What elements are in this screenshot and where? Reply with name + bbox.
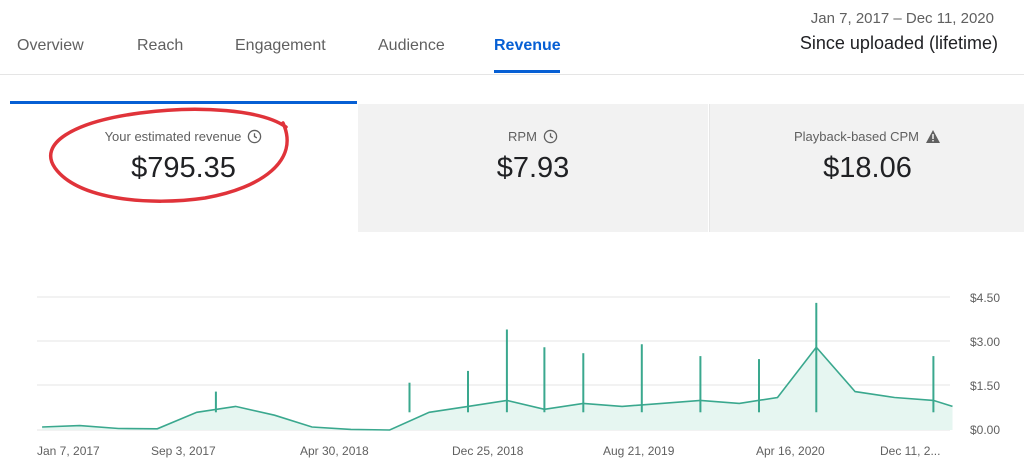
metric-label: Your estimated revenue — [104, 129, 242, 144]
tab-overview[interactable]: Overview — [17, 37, 84, 54]
red-circle-annotation — [48, 107, 289, 203]
y-axis: $4.50 $3.00 $1.50 $0.00 — [970, 291, 1000, 437]
tab-bar: Overview Reach Engagement Audience Reven… — [0, 0, 1024, 75]
clock-icon — [543, 129, 558, 147]
plot-area — [42, 302, 953, 431]
metric-card-rpm[interactable]: RPM $7.93 — [358, 104, 708, 232]
tab-audience[interactable]: Audience — [378, 37, 445, 54]
metric-value: $795.35 — [131, 152, 236, 184]
active-tab-indicator — [494, 70, 560, 73]
clock-icon — [247, 129, 262, 147]
metric-value: $18.06 — [823, 152, 912, 184]
y-tick-label: $4.50 — [970, 291, 1000, 305]
x-tick-label: Dec 25, 2018 — [452, 444, 524, 458]
y-tick-label: $1.50 — [970, 379, 1000, 393]
x-tick-label: Aug 21, 2019 — [603, 444, 675, 458]
y-tick-label: $3.00 — [970, 335, 1000, 349]
x-tick-label: Sep 3, 2017 — [151, 444, 216, 458]
x-tick-label: Jan 7, 2017 — [37, 444, 100, 458]
tab-revenue[interactable]: Revenue — [494, 37, 561, 54]
tab-engagement[interactable]: Engagement — [235, 37, 326, 54]
metric-card-playback-cpm[interactable]: Playback-based CPM $18.06 — [709, 104, 1024, 232]
x-tick-label: Apr 30, 2018 — [300, 444, 369, 458]
metric-label-wrapper: RPM — [358, 129, 708, 147]
metric-label: RPM — [508, 129, 537, 144]
x-tick-label: Apr 16, 2020 — [756, 444, 825, 458]
y-tick-label: $0.00 — [970, 423, 1000, 437]
tab-reach[interactable]: Reach — [137, 37, 184, 54]
metric-card-estimated-revenue[interactable]: Your estimated revenue $795.35 — [10, 101, 357, 235]
period-selector[interactable]: Since uploaded (lifetime) — [799, 33, 998, 53]
date-range-label: Jan 7, 2017 – Dec 11, 2020 — [810, 10, 994, 27]
area-fill — [42, 347, 953, 430]
x-tick-label: Dec 11, 2... — [880, 444, 940, 458]
metric-value: $7.93 — [496, 152, 570, 184]
revenue-chart: $4.50 $3.00 $1.50 $0.00 Jan 7, 2017 Sep … — [37, 291, 1000, 458]
x-axis: Jan 7, 2017 Sep 3, 2017 Apr 30, 2018 Dec… — [37, 444, 940, 458]
metric-label-wrapper: Your estimated revenue — [10, 129, 357, 147]
metric-label: Playback-based CPM — [794, 129, 919, 144]
warning-icon — [925, 129, 941, 147]
metric-label-wrapper: Playback-based CPM — [710, 129, 1024, 147]
